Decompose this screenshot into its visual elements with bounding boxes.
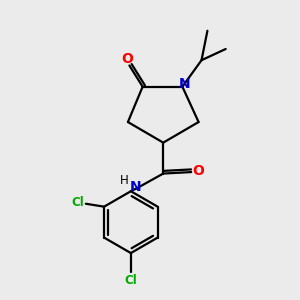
Text: Cl: Cl — [71, 196, 84, 209]
Text: O: O — [121, 52, 133, 66]
Text: Cl: Cl — [124, 274, 137, 287]
Text: N: N — [130, 180, 141, 194]
Text: N: N — [179, 77, 190, 91]
Text: H: H — [120, 173, 129, 187]
Text: O: O — [192, 164, 204, 178]
